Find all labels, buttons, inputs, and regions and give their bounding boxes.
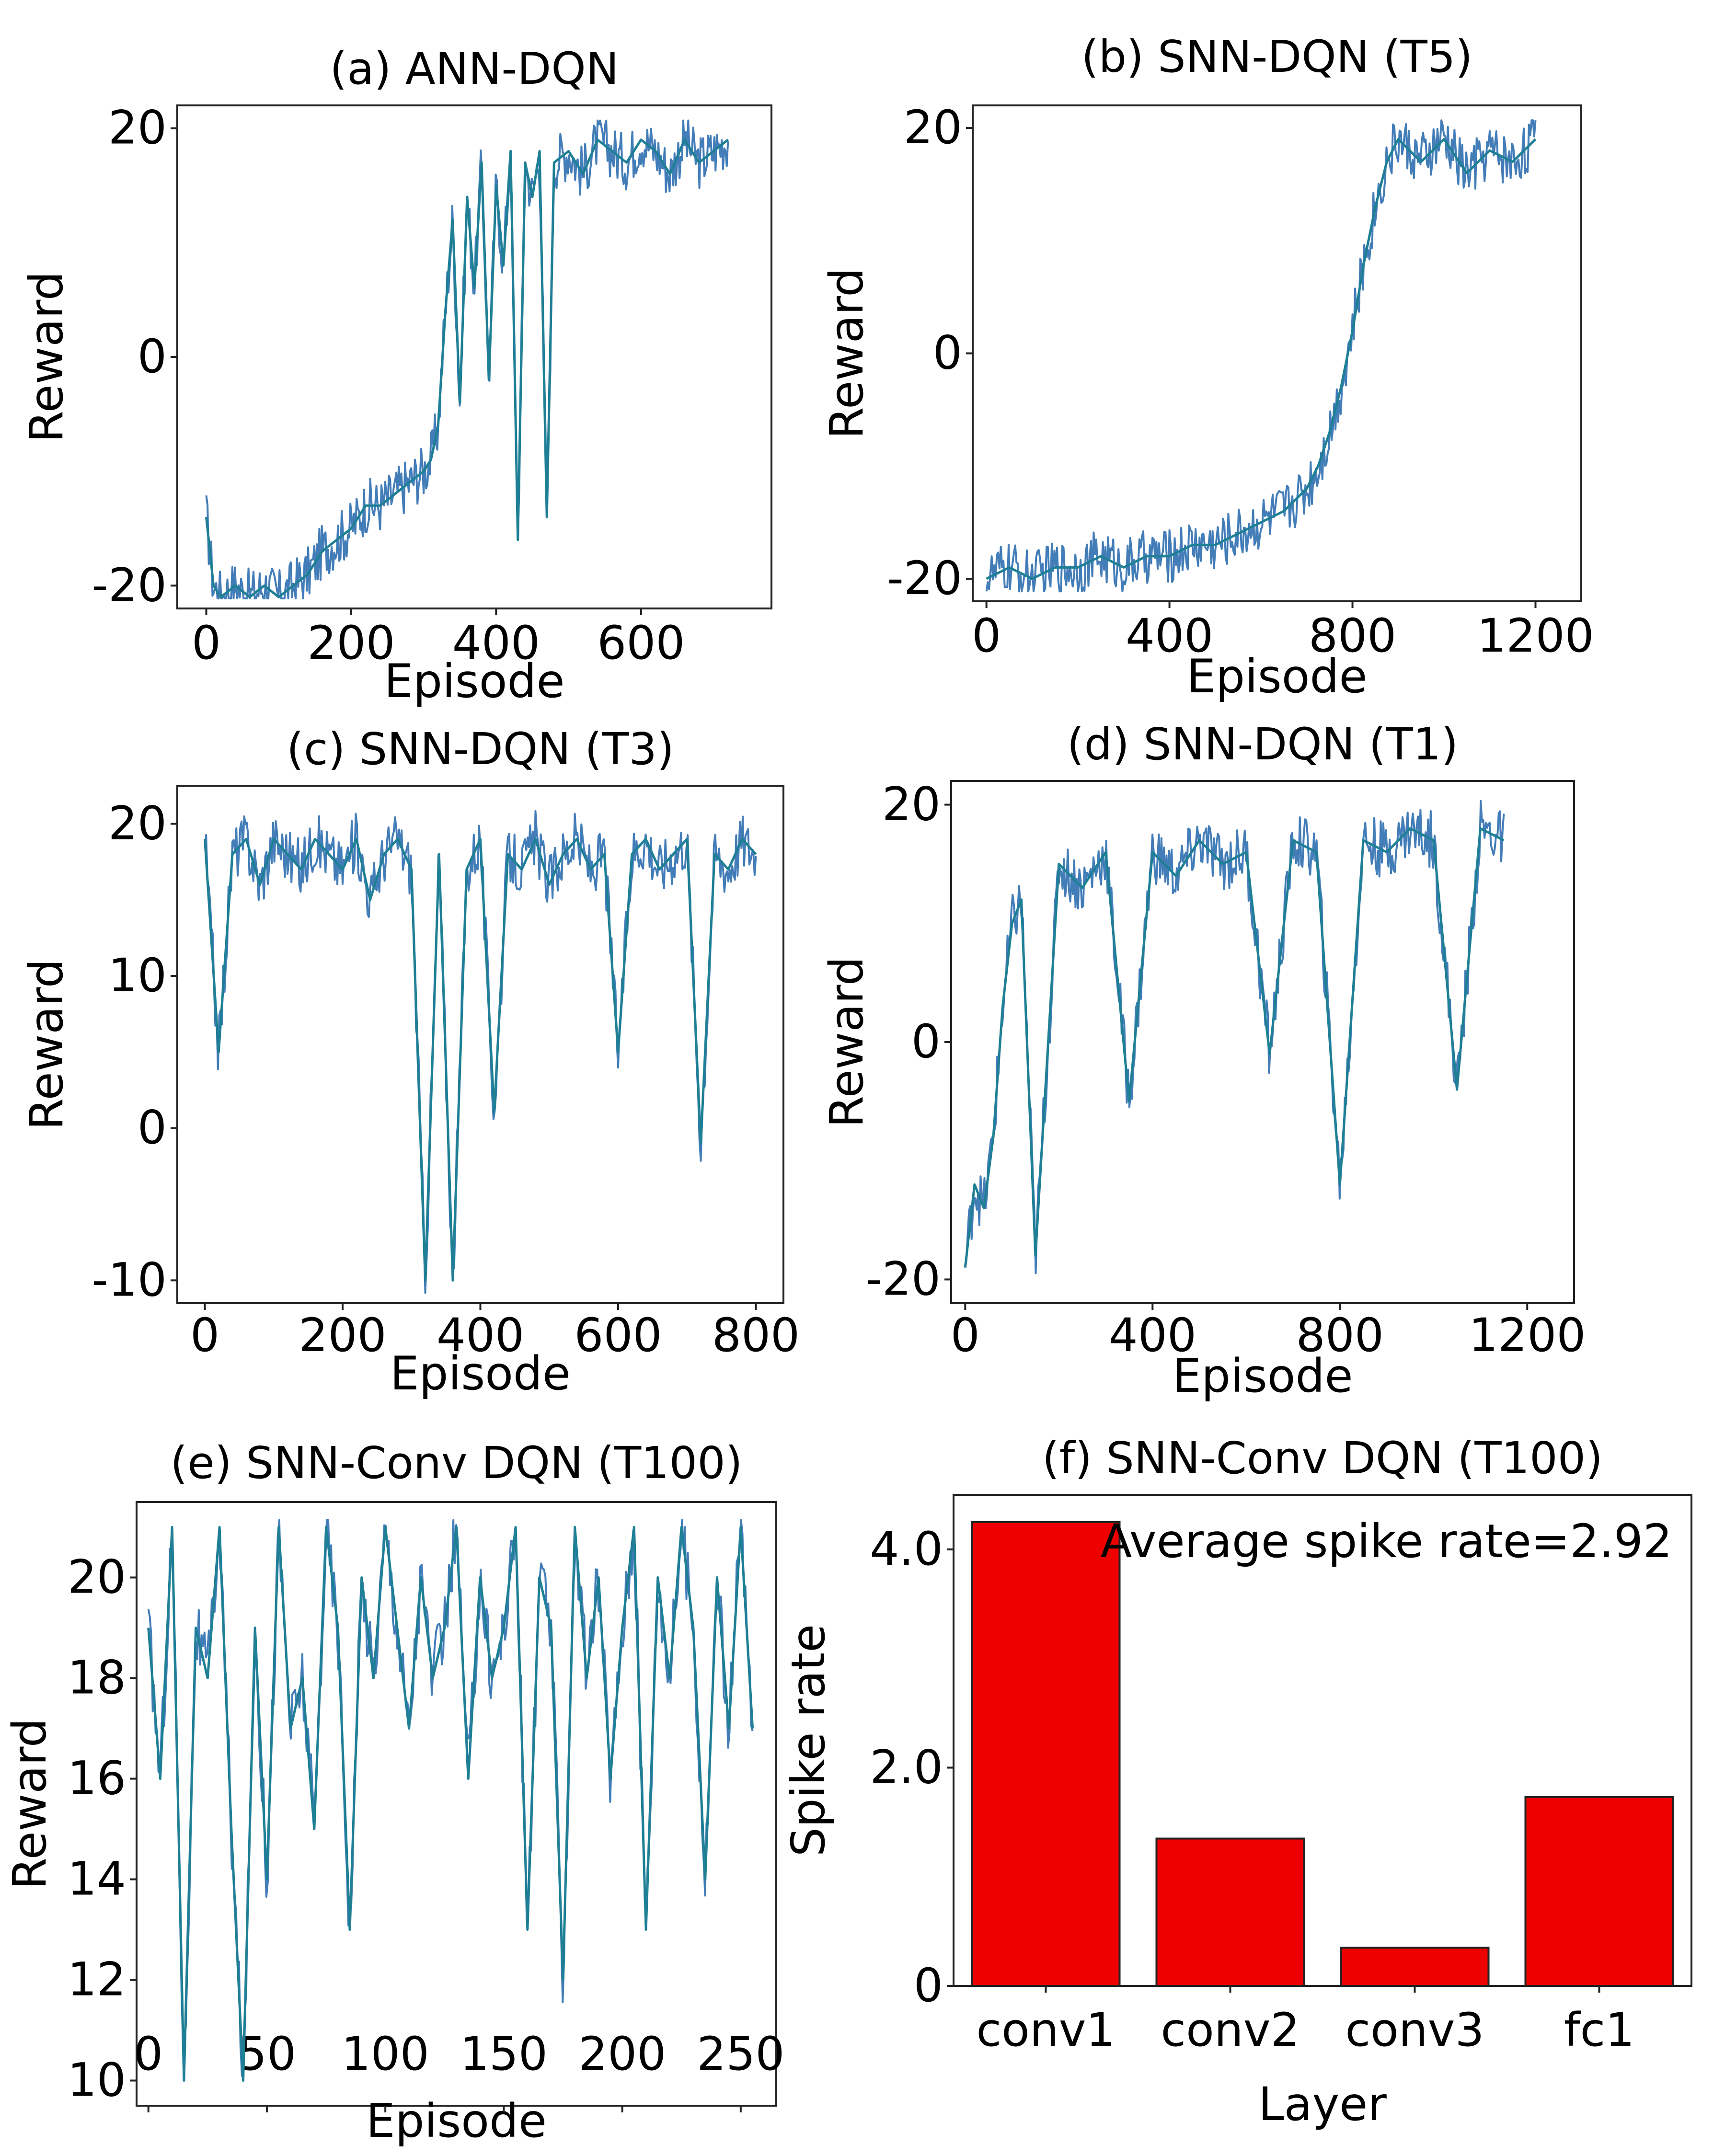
panel-c-ylabel: Reward — [20, 959, 73, 1130]
panel-e-ytick-label: 18 — [68, 1651, 126, 1705]
panel-f-axes-frame — [953, 1494, 1692, 1987]
panel-a-ytick-label: -20 — [92, 558, 167, 612]
panel-a-ylabel: Reward — [20, 271, 73, 443]
bar-conv1 — [971, 1521, 1121, 1987]
panel-d-xtick-label: 1200 — [1469, 1308, 1586, 1362]
panel-a-xtick-label: 600 — [597, 616, 685, 670]
panel-a-ytick-label: 20 — [108, 101, 167, 155]
panel-d-ytick-label: 0 — [911, 1015, 941, 1068]
panel-f-ytick-label: 2.0 — [870, 1740, 943, 1794]
panel-b-ytick-label: 20 — [904, 101, 962, 154]
panel-d-series-line — [964, 827, 1505, 1268]
panel-a-xtick-label: 0 — [192, 616, 221, 670]
panel-e-series-line — [147, 1526, 754, 2082]
panel-e-ytick-label: 10 — [68, 2053, 126, 2107]
panel-c-ytick-label: 10 — [108, 949, 167, 1002]
panel-d-xtick-label: 400 — [1109, 1308, 1196, 1362]
panel-e-ylabel: Reward — [3, 1718, 57, 1890]
panel-e-xtick-label: 200 — [578, 2027, 666, 2081]
panel-e-xtick-label: 150 — [460, 2027, 548, 2081]
panel-e-ytick-label: 16 — [68, 1752, 126, 1805]
panel-e-xtick-label: 100 — [342, 2027, 429, 2081]
panel-b-xtick-label: 400 — [1126, 609, 1213, 663]
bar-conv3 — [1340, 1947, 1490, 1987]
panel-f-ytick-label: 4.0 — [870, 1522, 943, 1576]
panel-e-xlabel: Episode — [366, 2094, 547, 2148]
panel-d-ytick-label: -20 — [865, 1252, 941, 1306]
average-spike-rate-annotation: Average spike rate=2.92 — [1101, 1514, 1672, 1568]
bar-conv2 — [1155, 1837, 1305, 1987]
panel-d-xlabel: Episode — [1172, 1349, 1353, 1403]
panel-a-ytick-label: 0 — [138, 330, 167, 383]
panel-d-ytick-label: 20 — [882, 778, 941, 831]
panel-c-ytick-label: -10 — [92, 1253, 167, 1307]
panel-d-title: (d) SNN-DQN (T1) — [1067, 719, 1459, 770]
panel-d-ylabel: Reward — [820, 956, 874, 1128]
panel-c-xtick-label: 400 — [437, 1308, 524, 1362]
panel-a-xtick-label: 400 — [452, 616, 540, 670]
panel-a-xtick-label: 200 — [307, 616, 395, 670]
panel-b-noise-trace — [985, 119, 1537, 593]
panel-e-title: (e) SNN-Conv DQN (T100) — [170, 1437, 742, 1489]
panel-d-xtick-label: 800 — [1296, 1308, 1384, 1362]
panel-f: (f) SNN-Conv DQN (T100) 0 2.0 4.0 Spike rate… — [782, 1433, 1692, 2131]
panel-e-ytick-label: 14 — [68, 1852, 126, 1906]
panel-c-title: (c) SNN-DQN (T3) — [287, 723, 674, 775]
panel-c-series-line — [204, 837, 757, 1282]
panel-f-ytick-label: 0 — [914, 1959, 943, 2012]
panel-c-ytick-label: 0 — [138, 1101, 167, 1155]
panel-f-category-label: conv2 — [1161, 2003, 1300, 2057]
panel-c-xtick-label: 800 — [712, 1308, 800, 1362]
panel-f-xlabel: Layer — [1258, 2077, 1387, 2131]
panel-f-category-label: conv1 — [976, 2003, 1115, 2057]
panel-b-ytick-label: -20 — [887, 551, 962, 605]
panel-a-title: (a) ANN-DQN — [330, 43, 619, 94]
panel-e-xtick-label: 250 — [697, 2027, 784, 2081]
panel-d-xtick-label: 0 — [951, 1308, 980, 1362]
panel-e-ytick-label: 12 — [68, 1953, 126, 2007]
panel-c-xlabel: Episode — [390, 1347, 571, 1400]
panel-e-axes-frame — [136, 1501, 777, 2107]
panel-a-xlabel: Episode — [384, 654, 564, 708]
panel-f-category-label: fc1 — [1564, 2003, 1635, 2057]
panel-b-ytick-label: 0 — [933, 326, 962, 380]
panel-e: (e) SNN-Conv DQN (T100) 10 12 14 16 18 20 Rewar… — [3, 1437, 784, 2148]
panel-b-ylabel: Reward — [820, 268, 874, 439]
panel-b-title: (b) SNN-DQN (T5) — [1081, 31, 1473, 82]
panel-c-xtick-label: 600 — [574, 1308, 662, 1362]
bar-fc1 — [1524, 1796, 1674, 1987]
panel-f-category-label: conv3 — [1345, 2003, 1484, 2057]
panel-c-xtick-label: 200 — [299, 1308, 386, 1362]
panel-f-title: (f) SNN-Conv DQN (T100) — [1042, 1433, 1603, 1484]
panel-b-xtick-label: 800 — [1309, 609, 1396, 663]
panel-b-xtick-label: 1200 — [1477, 609, 1594, 663]
panel-c: (c) SNN-DQN (T3) -10 0 10 20 Reward Episode 0 20… — [20, 723, 800, 1400]
panel-e-ytick-label: 20 — [68, 1550, 126, 1604]
panel-e-xtick-label: 0 — [134, 2027, 163, 2081]
panel-a: (a) ANN-DQN -20 0 20 Reward Episode 0 200 400 600 — [20, 43, 772, 708]
panel-b-xlabel: Episode — [1186, 650, 1367, 703]
panel-d-noise-trace — [964, 800, 1505, 1274]
panel-f-ylabel: Spike rate — [782, 1624, 835, 1857]
panel-c-xtick-label: 0 — [190, 1308, 219, 1362]
panel-b-series-line — [986, 138, 1537, 580]
panel-c-ytick-label: 20 — [108, 796, 167, 850]
panel-e-xtick-label: 50 — [238, 2027, 296, 2081]
panel-b-xtick-label: 0 — [972, 609, 1001, 663]
panel-a-series-line — [205, 138, 729, 598]
